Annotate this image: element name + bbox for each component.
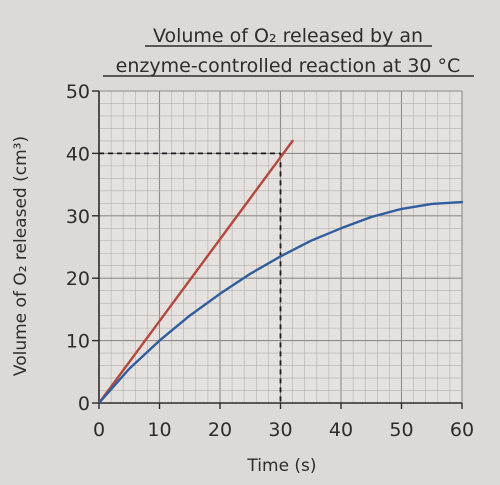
chart-title-line-1: Volume of O₂ released by an [153,25,423,47]
series-line-2 [97,200,464,405]
x-tick-label: 20 [208,419,232,441]
y-tick-label: 10 [66,331,90,353]
x-tick-label: 40 [329,419,353,441]
series-layer [97,139,464,405]
x-axis-label: Time (s) [246,456,316,476]
x-tick-label: 60 [450,419,474,441]
tick-labels: 0 10 20 30 40 50 60 0 10 20 30 40 50 [66,81,474,441]
guide-lines [99,152,282,403]
x-tick-label: 10 [147,419,171,441]
x-tick-label: 30 [268,419,292,441]
y-tick-label: 30 [66,206,90,228]
x-tick-label: 50 [389,419,413,441]
x-tick-label: 0 [93,419,105,441]
chart-title-line-2: enzyme-controlled reaction at 30 °C [116,55,461,77]
y-axis-label: Volume of O₂ released (cm³) [11,136,31,376]
y-tick-label: 0 [78,393,90,415]
series-line-1 [97,139,294,405]
y-tick-label: 50 [66,81,90,103]
y-tick-label: 20 [66,268,90,290]
y-tick-label: 40 [66,143,90,165]
